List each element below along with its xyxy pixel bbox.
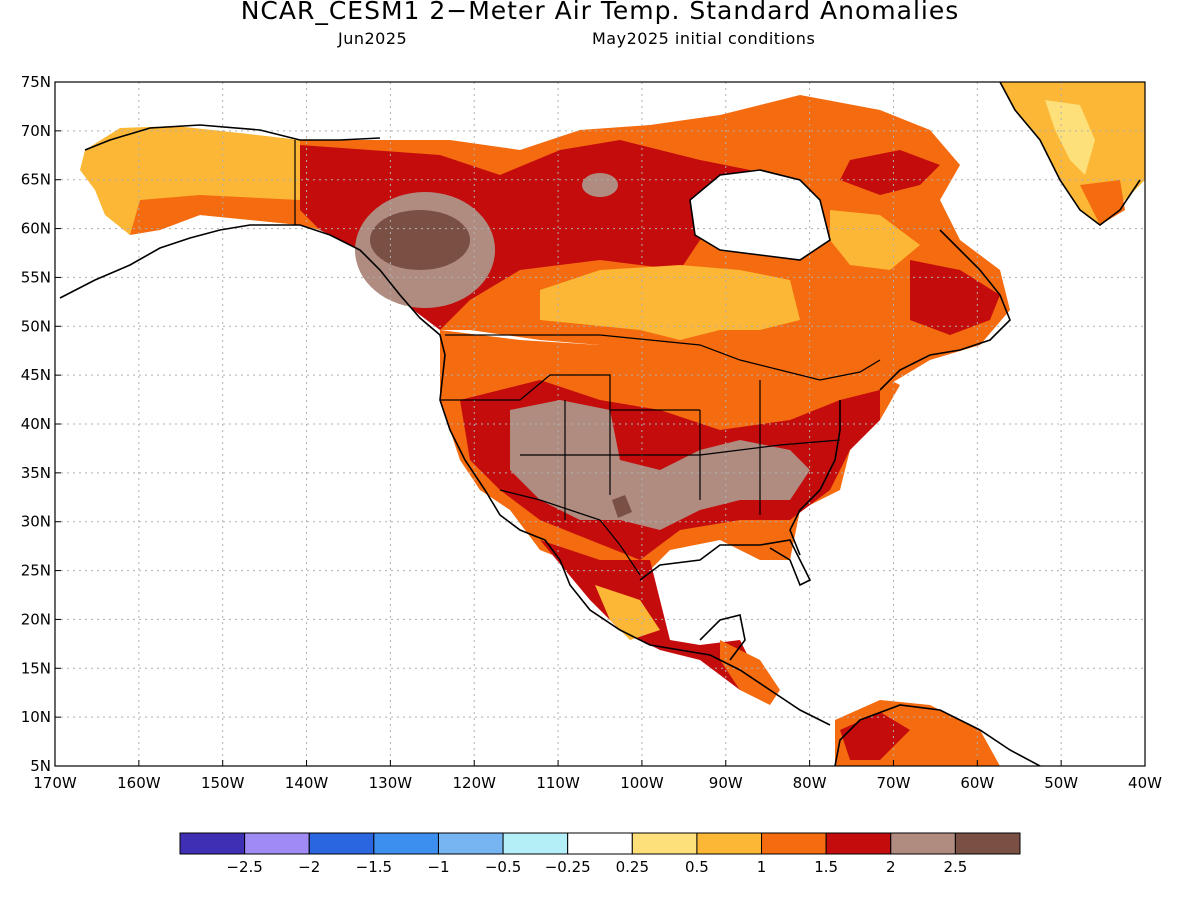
colorbar-swatch (696, 832, 763, 855)
lat-label: 10N (21, 708, 51, 726)
colorbar-label: 0.25 (616, 858, 649, 876)
anomaly-region-bc-brown (370, 210, 470, 270)
colorbar: −2.5 −2 −1.5 −1 −0.5 −0.25 0.25 0.5 1 1.5 2 2.5 (179, 832, 1021, 876)
valid-month-label: Jun2025 (338, 29, 408, 48)
latitude-axis: 75N 70N 65N 60N 55N 50N 45N 40N 35N 30N 25N 20N 15N 1… (21, 73, 61, 775)
colorbar-swatch (631, 832, 698, 855)
lat-label: 45N (21, 366, 51, 384)
colorbar-label: −2.5 (226, 858, 262, 876)
colorbar-label: −1.5 (356, 858, 392, 876)
colorbar-swatch (954, 832, 1021, 855)
anomaly-region-greenland-light (1045, 100, 1095, 175)
colorbar-label: 1.5 (814, 858, 838, 876)
colorbar-label: −0.25 (545, 858, 591, 876)
lon-label: 50W (1044, 774, 1078, 792)
lon-label: 80W (793, 774, 827, 792)
colorbar-swatch (179, 832, 246, 855)
colorbar-label: 2 (886, 858, 896, 876)
colorbar-swatch (244, 832, 310, 855)
anomaly-region-quebec-red (840, 150, 940, 195)
anomaly-region-central-america (720, 640, 780, 705)
lat-label: 30N (21, 513, 51, 531)
lat-label: 40N (21, 415, 51, 433)
anomaly-region-alaska-south (130, 195, 300, 235)
lat-label: 75N (21, 73, 51, 91)
colorbar-label: 2.5 (943, 858, 967, 876)
lat-label: 15N (21, 659, 51, 677)
lon-label: 120W (452, 774, 496, 792)
colorbar-swatch (308, 832, 375, 855)
anomaly-region-hudson-bay (690, 170, 830, 260)
graticule (55, 82, 1145, 766)
lon-label: 170W (33, 774, 77, 792)
lat-label: 5N (30, 757, 51, 775)
lon-label: 70W (877, 774, 911, 792)
colorbar-swatch (761, 832, 827, 855)
colorbar-label: 0.5 (685, 858, 709, 876)
lat-label: 50N (21, 317, 51, 335)
anomaly-region-south-america-red (840, 712, 910, 760)
colorbar-label: −1 (427, 858, 449, 876)
lon-label: 150W (201, 774, 245, 792)
init-conditions-label: May2025 initial conditions (592, 29, 816, 48)
lon-label: 100W (620, 774, 664, 792)
lon-label: 140W (285, 774, 329, 792)
lat-label: 55N (21, 268, 51, 286)
colorbar-swatch (373, 832, 439, 855)
lat-label: 65N (21, 171, 51, 189)
lat-label: 20N (21, 610, 51, 628)
lon-label: 90W (709, 774, 743, 792)
colorbar-swatch (890, 832, 956, 855)
colorbar-label: −2 (298, 858, 320, 876)
political-borders (294, 140, 881, 576)
lon-label: 160W (117, 774, 161, 792)
lon-label: 130W (369, 774, 413, 792)
colorbar-swatch (825, 832, 892, 855)
lat-label: 35N (21, 464, 51, 482)
map-title: NCAR_CESM1 2−Meter Air Temp. Standard An… (240, 0, 960, 25)
lon-label: 60W (960, 774, 994, 792)
anomaly-region-hudson (540, 265, 800, 340)
lon-label: 110W (536, 774, 580, 792)
lat-label: 60N (21, 220, 51, 238)
longitude-axis: 170W 160W 150W 140W 130W 120W 110W 100W 90W 80W 70… (33, 760, 1162, 792)
anomaly-region-tx-brown (612, 495, 632, 518)
anomaly-region-quebec-light (830, 210, 920, 270)
colorbar-label: 1 (757, 858, 767, 876)
anomaly-field (55, 82, 1145, 766)
lat-label: 70N (21, 122, 51, 140)
anomaly-region-nw-tan (582, 173, 618, 197)
coastlines (59, 82, 1141, 766)
colorbar-label: −0.5 (485, 858, 521, 876)
lat-label: 25N (21, 562, 51, 580)
colorbar-swatch (502, 832, 569, 855)
colorbar-swatch (567, 832, 633, 855)
colorbar-swatch (437, 832, 504, 855)
anomaly-region-us-tan (510, 400, 810, 530)
anomaly-region-mexico-orange (595, 585, 660, 640)
lon-label: 40W (1128, 774, 1162, 792)
